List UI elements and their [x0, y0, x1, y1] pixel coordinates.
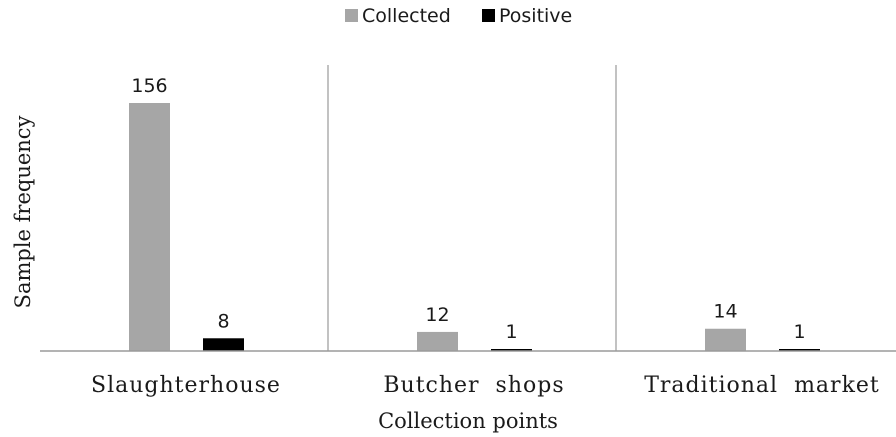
legend-label-positive: Positive: [499, 5, 572, 27]
data-label-collected-2: 14: [713, 301, 737, 323]
bars: [129, 103, 820, 351]
category-separators: [327, 65, 617, 351]
x-tick-label: Traditional market: [644, 373, 880, 398]
x-tick-label: Butcher shops: [383, 373, 564, 398]
bar-positive-2: [779, 349, 820, 351]
bar-collected-0: [129, 103, 170, 351]
legend-label-collected: Collected: [362, 5, 451, 27]
bar-positive-0: [203, 338, 244, 351]
data-labels: 156 8 12 1 14 1: [131, 75, 805, 343]
bar-collected-2: [705, 328, 746, 351]
data-label-collected-1: 12: [425, 304, 449, 326]
x-axis-title: Collection points: [378, 409, 558, 433]
data-label-positive-2: 1: [793, 321, 805, 343]
data-label-collected-0: 156: [131, 75, 167, 97]
data-label-positive-1: 1: [505, 321, 517, 343]
x-tick-labels: Slaughterhouse Butcher shops Traditional m…: [91, 373, 880, 398]
legend-swatch-collected: [345, 9, 358, 22]
bar-positive-1: [491, 349, 532, 351]
data-label-positive-0: 8: [217, 310, 229, 332]
legend-swatch-positive: [482, 9, 495, 22]
y-axis-title: Sample frequency: [11, 115, 35, 308]
bar-collected-1: [417, 331, 458, 351]
legend: Collected Positive: [345, 5, 572, 27]
x-tick-label: Slaughterhouse: [91, 373, 281, 398]
